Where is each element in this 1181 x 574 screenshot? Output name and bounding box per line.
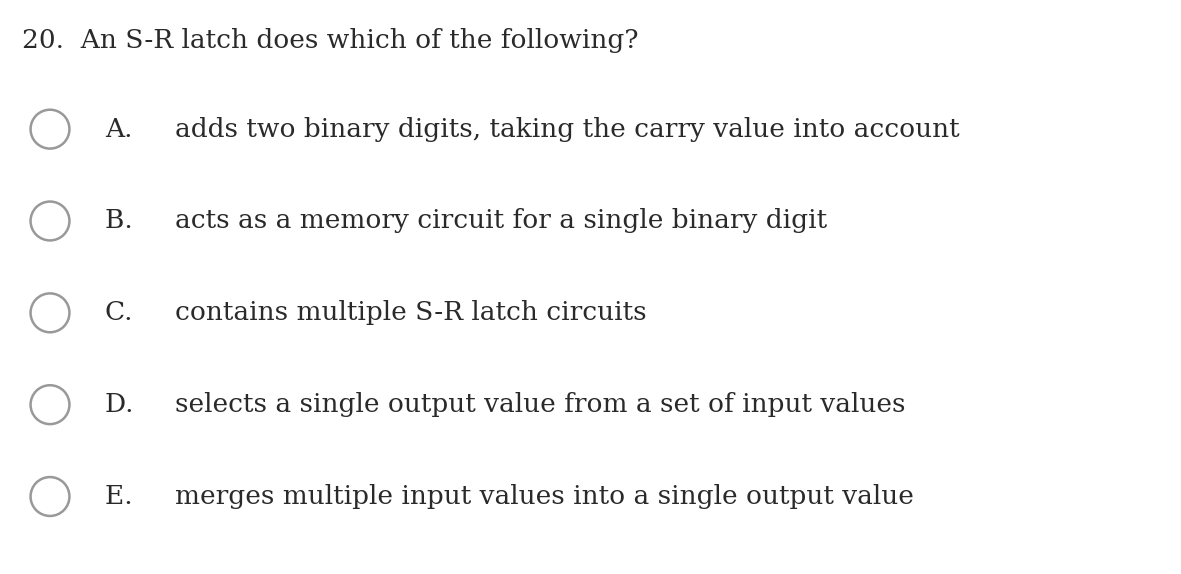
Text: C.: C. [105, 300, 149, 325]
Text: D.: D. [105, 392, 150, 417]
Text: E.: E. [105, 484, 149, 509]
Text: A.: A. [105, 117, 149, 142]
Text: selects a single output value from a set of input values: selects a single output value from a set… [175, 392, 906, 417]
Text: adds two binary digits, taking the carry value into account: adds two binary digits, taking the carry… [175, 117, 960, 142]
Text: contains multiple S-R latch circuits: contains multiple S-R latch circuits [175, 300, 647, 325]
Text: B.: B. [105, 208, 150, 234]
Text: 20.  An S-R latch does which of the following?: 20. An S-R latch does which of the follo… [22, 28, 639, 53]
Text: merges multiple input values into a single output value: merges multiple input values into a sing… [175, 484, 914, 509]
Text: acts as a memory circuit for a single binary digit: acts as a memory circuit for a single bi… [175, 208, 827, 234]
